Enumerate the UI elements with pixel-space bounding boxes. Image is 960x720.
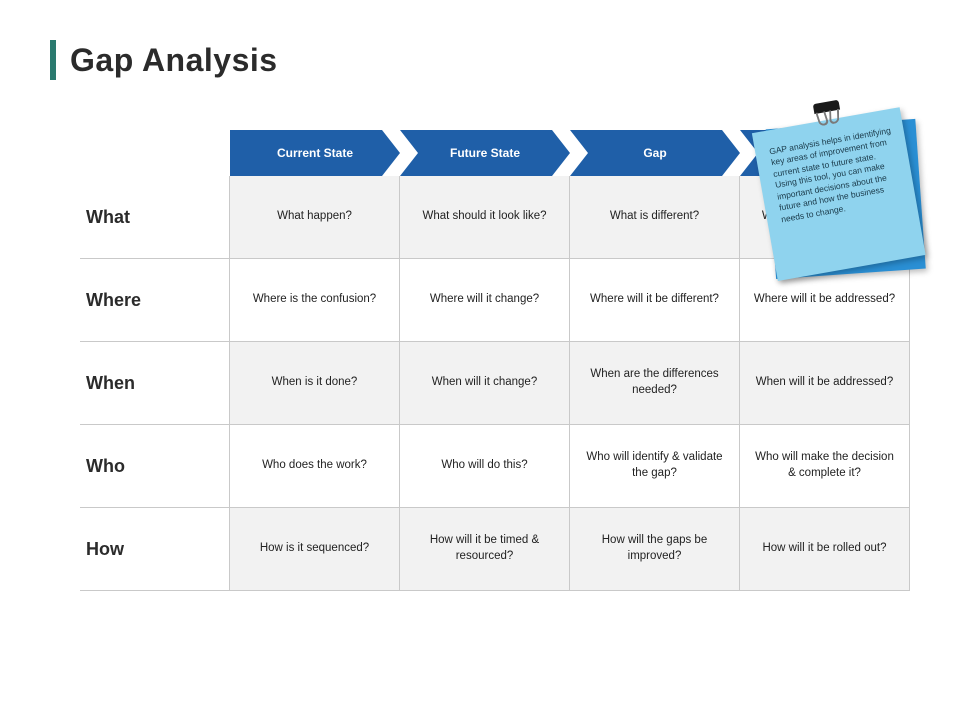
table-cell: What should it look like? bbox=[400, 176, 570, 258]
table-cell: When is it done? bbox=[230, 342, 400, 424]
col-header-gap: Gap bbox=[570, 130, 740, 176]
table-cell: How will the gaps be improved? bbox=[570, 508, 740, 590]
table-row: How How is it sequenced? How will it be … bbox=[80, 508, 910, 591]
binder-clip-icon bbox=[812, 100, 844, 130]
table-cell: When are the differences needed? bbox=[570, 342, 740, 424]
row-label-who: Who bbox=[80, 425, 230, 507]
table-cell: How will it be rolled out? bbox=[740, 508, 910, 590]
title-wrap: Gap Analysis bbox=[50, 40, 910, 80]
table-row: Who Who does the work? Who will do this?… bbox=[80, 425, 910, 508]
page-title: Gap Analysis bbox=[70, 42, 278, 79]
col-header-future-state: Future State bbox=[400, 130, 570, 176]
table-cell: Where will it be different? bbox=[570, 259, 740, 341]
row-label-where: Where bbox=[80, 259, 230, 341]
table-row: When When is it done? When will it chang… bbox=[80, 342, 910, 425]
table-cell: What happen? bbox=[230, 176, 400, 258]
row-label-what: What bbox=[80, 176, 230, 258]
title-accent-bar bbox=[50, 40, 56, 80]
sticky-note: GAP analysis helps in identifying key ar… bbox=[747, 97, 944, 294]
table-cell: Where will it change? bbox=[400, 259, 570, 341]
sticky-note-front: GAP analysis helps in identifying key ar… bbox=[752, 107, 926, 281]
col-label: Gap bbox=[625, 146, 684, 160]
col-header-current-state: Current State bbox=[230, 130, 400, 176]
col-label: Current State bbox=[259, 146, 371, 160]
sticky-note-text: GAP analysis helps in identifying key ar… bbox=[768, 125, 891, 224]
table-cell: Who will make the decision & complete it… bbox=[740, 425, 910, 507]
table-cell: Who will identify & validate the gap? bbox=[570, 425, 740, 507]
table-cell: What is different? bbox=[570, 176, 740, 258]
col-label: Future State bbox=[432, 146, 538, 160]
table-cell: Who will do this? bbox=[400, 425, 570, 507]
table-cell: How will it be timed & resourced? bbox=[400, 508, 570, 590]
table-cell: When will it change? bbox=[400, 342, 570, 424]
row-label-how: How bbox=[80, 508, 230, 590]
table-cell: Where is the confusion? bbox=[230, 259, 400, 341]
slide: Gap Analysis Current State Future State … bbox=[0, 0, 960, 720]
table-cell: When will it be addressed? bbox=[740, 342, 910, 424]
row-label-when: When bbox=[80, 342, 230, 424]
table-cell: Who does the work? bbox=[230, 425, 400, 507]
table-cell: How is it sequenced? bbox=[230, 508, 400, 590]
